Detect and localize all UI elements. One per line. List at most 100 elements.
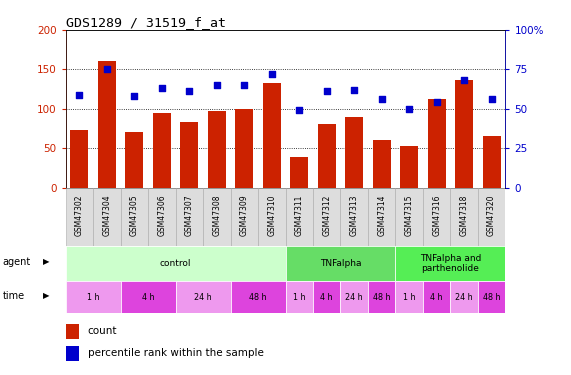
Text: agent: agent (3, 256, 31, 267)
Text: GSM47307: GSM47307 (185, 195, 194, 236)
Point (377, 96, 386, 102)
Text: count: count (88, 327, 117, 336)
Point (157, 85, 166, 91)
Text: GDS1289 / 31519_f_at: GDS1289 / 31519_f_at (66, 16, 226, 29)
Bar (70, 130, 89, 188)
Bar (373, 140, 391, 188)
Text: 1 h: 1 h (293, 292, 305, 302)
Text: 1 h: 1 h (403, 292, 416, 302)
Text: 4 h: 4 h (142, 292, 154, 302)
Bar (395, 246, 505, 281)
Bar (340, 281, 368, 313)
Point (405, 106, 414, 112)
Point (75, 92, 84, 98)
Bar (208, 111, 226, 188)
Text: TNFalpha: TNFalpha (320, 259, 361, 268)
Point (322, 88, 331, 94)
Text: GSM47305: GSM47305 (130, 195, 139, 236)
Bar (478, 188, 505, 246)
Bar (451, 188, 478, 246)
Text: GSM47320: GSM47320 (487, 195, 496, 236)
Point (130, 93, 139, 99)
Text: 24 h: 24 h (455, 292, 473, 302)
Bar (263, 83, 281, 188)
Point (185, 88, 194, 94)
Text: GSM47312: GSM47312 (322, 195, 331, 236)
Bar (66, 324, 79, 339)
Bar (258, 188, 286, 246)
Point (460, 77, 469, 83)
Text: GSM47302: GSM47302 (75, 195, 84, 236)
Bar (455, 80, 473, 188)
Bar (423, 281, 451, 313)
Bar (313, 281, 340, 313)
Text: GSM47306: GSM47306 (158, 195, 166, 236)
Bar (66, 346, 79, 361)
Bar (318, 124, 336, 188)
Text: ▶: ▶ (43, 257, 49, 266)
Bar (66, 246, 286, 281)
Bar (395, 281, 423, 313)
Bar (66, 188, 93, 246)
Text: 4 h: 4 h (431, 292, 443, 302)
Bar (286, 281, 313, 313)
Bar (231, 281, 286, 313)
Point (487, 96, 496, 102)
Text: 48 h: 48 h (373, 292, 391, 302)
Bar (290, 157, 308, 188)
Bar (176, 281, 231, 313)
Text: GSM47315: GSM47315 (405, 195, 413, 236)
Text: TNFalpha and
parthenolide: TNFalpha and parthenolide (420, 254, 481, 273)
Bar (93, 188, 120, 246)
Text: 24 h: 24 h (194, 292, 212, 302)
Bar (313, 188, 340, 246)
Text: GSM47318: GSM47318 (460, 195, 469, 236)
Text: 4 h: 4 h (320, 292, 333, 302)
Text: GSM47308: GSM47308 (212, 195, 222, 236)
Text: GSM47316: GSM47316 (432, 195, 441, 236)
Point (432, 99, 441, 105)
Text: 48 h: 48 h (483, 292, 500, 302)
Point (349, 87, 359, 93)
Text: GSM47309: GSM47309 (240, 195, 249, 236)
Bar (286, 188, 313, 246)
Text: 24 h: 24 h (345, 292, 363, 302)
Bar (203, 188, 231, 246)
Text: GSM47313: GSM47313 (349, 195, 359, 236)
Text: GSM47311: GSM47311 (295, 195, 304, 236)
Bar (428, 99, 445, 188)
Bar (423, 188, 451, 246)
Bar (400, 146, 418, 188)
Text: GSM47310: GSM47310 (267, 195, 276, 236)
Bar (153, 112, 171, 188)
Point (240, 82, 249, 88)
Bar (180, 122, 198, 188)
Bar (395, 188, 423, 246)
Point (295, 107, 304, 113)
Text: 48 h: 48 h (250, 292, 267, 302)
Bar (482, 136, 501, 188)
Text: 1 h: 1 h (87, 292, 99, 302)
Bar (231, 188, 258, 246)
Bar (345, 117, 363, 188)
Point (102, 66, 111, 72)
Bar (340, 188, 368, 246)
Text: GSM47304: GSM47304 (102, 195, 111, 236)
Bar (451, 281, 478, 313)
Bar (235, 109, 253, 188)
Text: control: control (160, 259, 191, 268)
Bar (120, 281, 176, 313)
Point (212, 82, 222, 88)
Text: ▶: ▶ (43, 291, 49, 300)
Bar (98, 61, 116, 188)
Bar (368, 188, 395, 246)
Bar (66, 281, 120, 313)
Text: percentile rank within the sample: percentile rank within the sample (88, 348, 264, 358)
Bar (286, 246, 395, 281)
Bar (126, 132, 143, 188)
Text: time: time (3, 291, 25, 301)
Bar (120, 188, 148, 246)
Bar (368, 281, 395, 313)
Text: GSM47314: GSM47314 (377, 195, 386, 236)
Point (267, 71, 276, 77)
